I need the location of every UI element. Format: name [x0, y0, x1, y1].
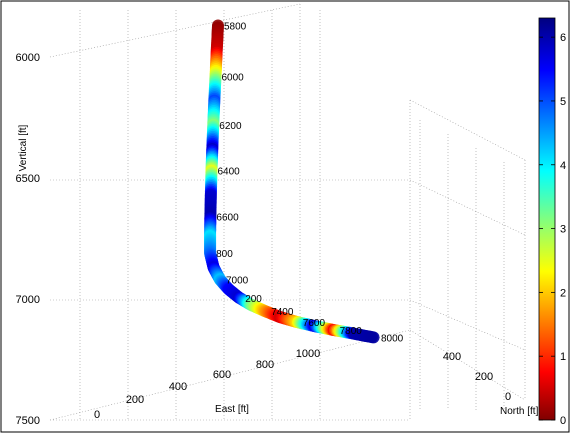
- colorbar-gradient: [538, 17, 556, 421]
- x-tick-label: 400: [169, 381, 187, 393]
- md-label: 8000: [381, 334, 404, 345]
- x-tick-label: 200: [126, 394, 144, 406]
- z-tick-label: 7500: [16, 415, 40, 427]
- x-tick-label: 600: [213, 369, 231, 381]
- z-tick-label: 6000: [16, 52, 40, 64]
- colorbar: 0 1 2 3 4 5 6: [538, 17, 566, 427]
- md-label: 800: [216, 249, 233, 260]
- md-label: 7000: [226, 276, 249, 287]
- colorbar-tick-label: 3: [560, 224, 566, 236]
- colorbar-tick-label: 4: [560, 160, 566, 172]
- x-tick-label: 1000: [296, 348, 320, 360]
- colorbar-tick-label: 1: [560, 351, 566, 363]
- axis-ticks: 6000 6500 7000 7500 0 200 400 600 800 1000 0 200 400: [16, 52, 512, 427]
- colorbar-tick-label: 5: [560, 96, 566, 108]
- colorbar-tick-label: 0: [560, 415, 566, 427]
- md-label: 200: [245, 294, 262, 305]
- trajectory-path: [204, 19, 380, 344]
- md-label: 6600: [216, 213, 239, 224]
- colorbar-tick-label: 6: [560, 32, 566, 44]
- y-tick-label: 400: [443, 351, 461, 363]
- md-label: 7800: [340, 326, 363, 337]
- md-label: 7600: [303, 318, 326, 329]
- z-tick-label: 7000: [16, 294, 40, 306]
- md-label: 6400: [218, 167, 241, 178]
- axes-grid: [49, 3, 526, 421]
- x-tick-label: 0: [94, 409, 100, 421]
- y-axis-label: North [ft]: [500, 406, 539, 417]
- z-axis-label: Vertical [ft]: [18, 124, 29, 171]
- x-tick-label: 800: [256, 359, 274, 371]
- md-label: 7400: [271, 307, 294, 318]
- trajectory-point: [367, 331, 380, 344]
- y-tick-label: 200: [475, 371, 493, 383]
- measured-depth-labels: 5800 6000 6200 6400 6600 800 7000 200 7400 7600 78…: [216, 22, 404, 345]
- x-axis-label: East [ft]: [215, 404, 249, 415]
- md-label: 6000: [222, 72, 245, 83]
- y-tick-label: 0: [505, 391, 511, 403]
- z-tick-label: 6500: [16, 173, 40, 185]
- colorbar-tick-label: 2: [560, 287, 566, 299]
- md-label: 5800: [224, 22, 247, 33]
- md-label: 6200: [219, 121, 242, 132]
